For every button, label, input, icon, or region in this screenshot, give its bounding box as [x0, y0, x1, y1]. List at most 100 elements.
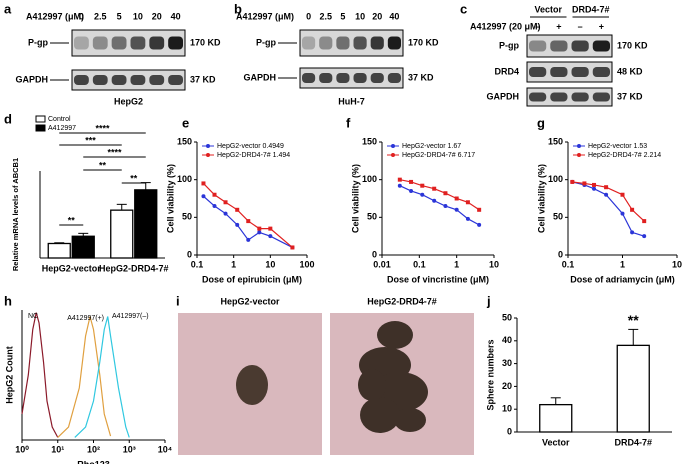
size-label: 37 KD — [190, 74, 216, 84]
blot-band — [336, 73, 350, 83]
point — [397, 183, 402, 188]
row-label: P-gp — [256, 37, 276, 47]
y-tick-label: 100 — [548, 174, 563, 184]
point — [432, 186, 437, 191]
group-label: Vector — [534, 4, 562, 14]
legend-label: HepG2-vector 1.67 — [402, 143, 461, 150]
y-tick-label: 150 — [177, 136, 192, 146]
legend-label: A412997 — [48, 125, 76, 132]
x-tick-label: 10 — [265, 259, 275, 269]
row-label: P-gp — [499, 40, 519, 50]
y-tick-label: 100 — [362, 174, 377, 184]
row-label: GAPDH — [486, 91, 519, 101]
y-tick-label: 150 — [362, 136, 377, 146]
x-axis-title: Dose of vincristine (μM) — [387, 274, 489, 284]
lane-label: 0 — [306, 11, 311, 21]
size-label: 37 KD — [408, 72, 434, 82]
curve-label: NC — [28, 313, 38, 320]
x-tick-label: 10⁰ — [15, 444, 29, 454]
point — [223, 211, 228, 216]
sig-label: ** — [130, 173, 138, 183]
legend-label: HepG2-DRD4-7# 1.494 — [217, 152, 290, 159]
point — [642, 234, 647, 239]
size-label: 170 KD — [617, 40, 648, 50]
point — [477, 222, 482, 227]
x-tick-label: HepG2-vector — [42, 263, 102, 273]
panel-label: i — [176, 293, 180, 308]
point — [201, 194, 206, 199]
y-axis-title: HepG2 Count — [4, 346, 14, 404]
blot-membrane — [526, 61, 613, 83]
panel-label: f — [346, 115, 351, 130]
blot-band — [370, 36, 384, 50]
legend-marker — [391, 153, 395, 157]
curve-label: A412997(+) — [67, 315, 104, 322]
x-tick-label: 1 — [620, 259, 625, 269]
y-tick-label: 30 — [502, 358, 512, 368]
y-axis-title: Relative mRNA levels of ABCB1 — [11, 158, 20, 271]
panel-label: h — [4, 293, 12, 308]
y-tick-label: 20 — [502, 381, 512, 391]
fit-line — [399, 179, 480, 211]
y-axis-title: Cell viability (%) — [536, 164, 546, 233]
blot-band — [74, 36, 89, 50]
y-tick-label: 40 — [502, 335, 512, 345]
lane-label: – — [578, 21, 583, 31]
x-tick-label: 10⁴ — [158, 444, 172, 454]
blot-band — [529, 40, 547, 52]
blot-band — [74, 75, 89, 85]
blot-band — [387, 73, 401, 83]
blot-membrane — [299, 29, 404, 57]
size-label: 37 KD — [617, 91, 643, 101]
blot-band — [130, 75, 146, 85]
x-axis-title: Rho123 — [77, 459, 110, 464]
legend-marker — [577, 153, 581, 157]
point — [235, 207, 240, 212]
blot-band — [111, 75, 127, 85]
lane-label: – — [535, 21, 540, 31]
x-tick-label: 0.1 — [562, 259, 575, 269]
legend-marker — [206, 144, 210, 148]
y-tick-label: 100 — [177, 174, 192, 184]
blot-band — [592, 40, 610, 52]
x-tick-label: 1 — [454, 259, 459, 269]
point — [620, 192, 625, 197]
panel-label: d — [4, 111, 12, 126]
y-tick-label: 0 — [372, 249, 377, 259]
x-tick-label: DRD4-7# — [614, 437, 652, 447]
x-tick-label: 10¹ — [51, 444, 64, 454]
point — [420, 183, 425, 188]
curve-label: A412997(–) — [112, 313, 149, 320]
lane-label: + — [599, 21, 604, 31]
histogram-curve — [57, 316, 112, 438]
blot-band — [302, 73, 316, 83]
point — [212, 204, 217, 209]
bar — [110, 209, 134, 259]
point — [246, 219, 251, 224]
lane-label: 10 — [355, 11, 365, 21]
y-axis-title: Cell viability (%) — [165, 164, 175, 233]
lane-label: 2.5 — [319, 11, 332, 21]
lane-label: 20 — [152, 11, 162, 21]
legend-label: Control — [48, 116, 71, 123]
legend-marker — [577, 144, 581, 148]
x-tick-label: 10² — [87, 444, 100, 454]
point — [570, 179, 575, 184]
fit-line — [203, 183, 293, 248]
point — [642, 219, 647, 224]
point — [454, 196, 459, 201]
point — [582, 181, 587, 186]
point — [268, 234, 273, 239]
treatment-label: A412997 (20 μM) — [470, 21, 541, 31]
y-axis-title: Sphere numbers — [485, 339, 495, 410]
bar — [539, 403, 573, 433]
point — [592, 186, 597, 191]
legend-swatch — [35, 124, 46, 132]
blot-band — [168, 75, 183, 85]
point — [235, 222, 240, 227]
sig-label: ** — [628, 312, 639, 328]
blot-membrane — [526, 34, 613, 58]
sig-label: **** — [107, 147, 122, 157]
point — [409, 179, 414, 184]
